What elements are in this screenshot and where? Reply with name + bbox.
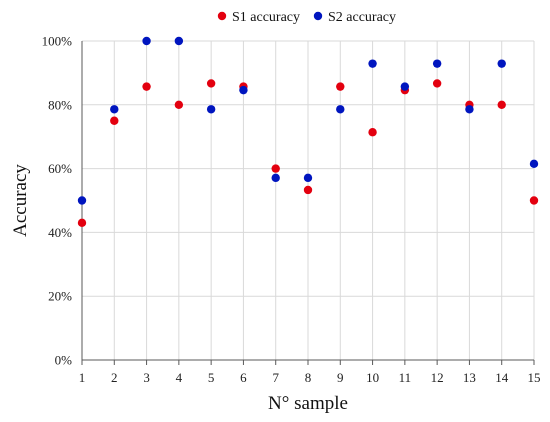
s2-data-point bbox=[142, 36, 151, 46]
y-axis-title: Accuracy bbox=[10, 164, 31, 237]
s1-data-point bbox=[529, 196, 539, 205]
x-tick-label: 4 bbox=[176, 370, 183, 385]
y-tick-label: 0% bbox=[55, 353, 73, 368]
x-tick-label: 2 bbox=[111, 370, 118, 385]
s2-data-point bbox=[206, 105, 216, 114]
grid-layer bbox=[82, 40, 535, 360]
s2-data-point bbox=[77, 196, 87, 205]
s1-data-point bbox=[174, 100, 184, 110]
s1-data-point bbox=[77, 218, 87, 228]
x-tick-label: 10 bbox=[366, 370, 379, 385]
x-axis-title: N° sample bbox=[268, 393, 348, 414]
x-tick-label: 14 bbox=[495, 370, 509, 385]
x-tick-label: 6 bbox=[240, 370, 247, 385]
s2-data-point bbox=[368, 59, 377, 68]
s2-legend-marker bbox=[313, 11, 323, 21]
s1-data-point bbox=[206, 79, 216, 88]
s1-data-point bbox=[368, 128, 377, 137]
x-tick-label: 5 bbox=[208, 370, 215, 385]
y-tick-label: 60% bbox=[48, 161, 72, 176]
s2-data-point bbox=[271, 173, 280, 183]
x-tick-label: 11 bbox=[399, 370, 412, 385]
x-tick-label: 15 bbox=[528, 370, 541, 385]
y-tick-label: 20% bbox=[48, 289, 72, 304]
x-tick-label: 7 bbox=[272, 370, 279, 385]
s1-data-point bbox=[432, 79, 442, 88]
data-point-layer bbox=[77, 36, 539, 228]
s2-data-point bbox=[432, 59, 442, 68]
s1-data-point bbox=[110, 116, 119, 125]
x-tick-label: 9 bbox=[337, 370, 344, 385]
s1-data-point bbox=[336, 82, 345, 91]
x-tick-label: 12 bbox=[431, 370, 444, 385]
s2-data-point bbox=[303, 173, 313, 183]
legend: S1 accuracy S2 accuracy bbox=[217, 10, 396, 25]
x-tick-label: 3 bbox=[143, 370, 150, 385]
s1-legend-label: S1 accuracy bbox=[232, 10, 300, 25]
y-tick-label: 80% bbox=[48, 97, 72, 112]
s1-data-point bbox=[497, 100, 506, 110]
s2-data-point bbox=[497, 59, 506, 68]
s2-data-point bbox=[465, 105, 474, 114]
x-tick-label: 13 bbox=[463, 370, 476, 385]
s2-legend-label: S2 accuracy bbox=[328, 10, 396, 25]
tick-label-layer: 0%20%40%60%80%100%1 2 3 4 5 6 7 8 9 10 11 12 13 14 15 bbox=[42, 34, 541, 386]
x-tick-label: 8 bbox=[305, 370, 312, 385]
s2-data-point bbox=[239, 85, 248, 95]
s2-data-point bbox=[336, 105, 345, 114]
y-tick-label: 100% bbox=[42, 34, 73, 49]
s1-legend-marker bbox=[217, 11, 227, 21]
s1-data-point bbox=[142, 82, 151, 91]
s2-data-point bbox=[110, 105, 119, 114]
s2-data-point bbox=[400, 82, 410, 91]
x-tick-label: 1 bbox=[79, 370, 86, 385]
s2-data-point bbox=[174, 36, 184, 46]
s1-data-point bbox=[271, 164, 280, 173]
y-tick-label: 40% bbox=[48, 225, 72, 240]
s2-data-point bbox=[529, 159, 539, 169]
s1-data-point bbox=[303, 185, 313, 195]
